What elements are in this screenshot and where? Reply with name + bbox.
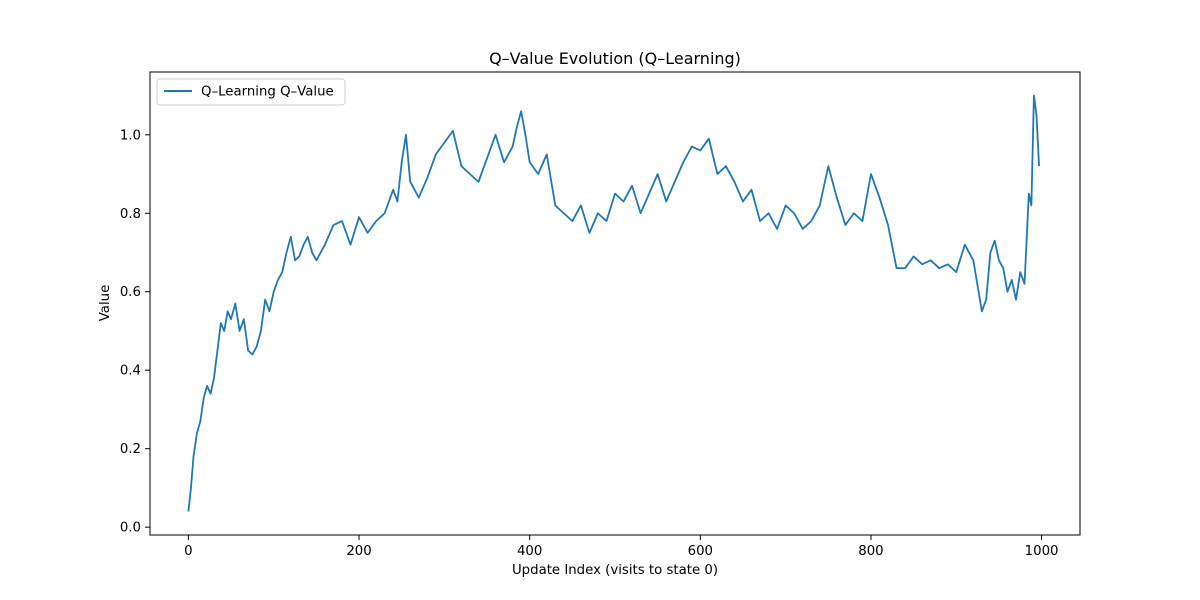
x-tick-label: 1000 xyxy=(1025,544,1059,559)
y-tick-label: 0.6 xyxy=(120,285,141,300)
x-tick-label: 200 xyxy=(346,544,371,559)
axes-frame xyxy=(149,71,1081,536)
y-tick-label: 0.2 xyxy=(120,442,141,457)
x-tick-label: 0 xyxy=(184,544,192,559)
series-layer xyxy=(187,94,1040,512)
x-axis: 0 200 400 600 800 1000 xyxy=(184,535,1059,559)
plot-area xyxy=(150,72,1080,535)
chart-title: Q–Value Evolution (Q–Learning) xyxy=(489,49,741,68)
y-tick-label: 0.0 xyxy=(120,521,141,536)
x-axis-title: Update Index (visits to state 0) xyxy=(512,563,718,578)
legend-box xyxy=(156,78,346,106)
legend: Q–Learning Q–Value xyxy=(156,78,346,106)
x-tick-label: 800 xyxy=(858,544,883,559)
y-axis: 0.0 0.2 0.4 0.6 0.8 1.0 xyxy=(120,128,150,536)
y-tick-label: 1.0 xyxy=(120,128,141,143)
x-tick-label: 400 xyxy=(517,544,542,559)
y-axis-title: Value xyxy=(98,285,113,322)
series-line-0 xyxy=(187,94,1040,512)
legend-label: Q–Learning Q–Value xyxy=(201,85,334,100)
x-tick-label: 600 xyxy=(688,544,713,559)
y-tick-label: 0.8 xyxy=(120,207,141,222)
y-tick-label: 0.4 xyxy=(120,364,141,379)
